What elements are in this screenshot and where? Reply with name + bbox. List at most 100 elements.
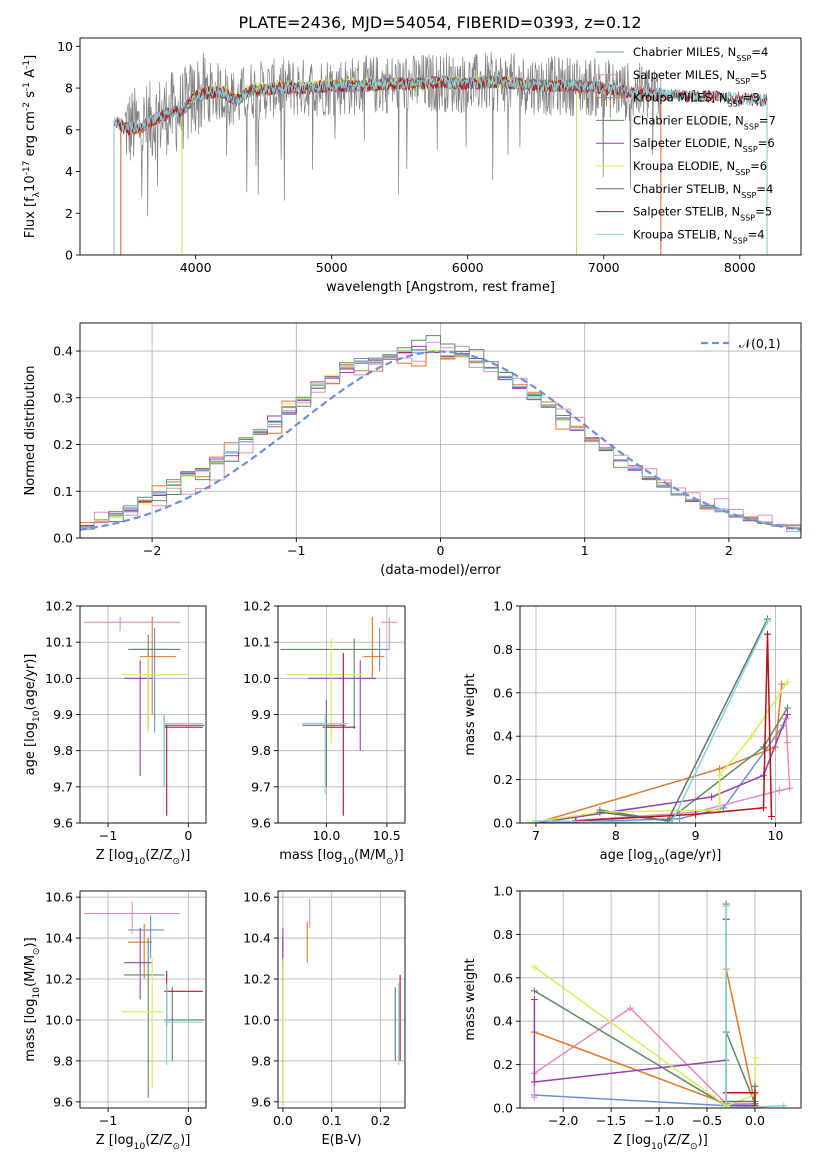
weight-marker bbox=[751, 1089, 759, 1097]
y-tick-label: 9.6 bbox=[251, 1094, 271, 1109]
weight-line bbox=[599, 707, 789, 822]
errorbar-point bbox=[280, 638, 378, 729]
y-tick-label: 10.0 bbox=[45, 671, 73, 686]
y-tick-label: 0 bbox=[65, 248, 73, 263]
y-tick-label: 4 bbox=[65, 164, 73, 179]
errorbar-point bbox=[121, 958, 165, 1088]
weight-marker bbox=[626, 1004, 634, 1012]
errorbar-point bbox=[164, 725, 203, 816]
panel-mass_vs_EBV: 0.0 0.1 0.2 9.6 9.8 10.0 10.2 10.4 10.6 E(B-V) bbox=[243, 890, 406, 1148]
errorbar-point bbox=[302, 714, 349, 795]
x-axis-label: wavelength [Angstrom, rest frame] bbox=[326, 280, 555, 295]
y-tick-label: 10.2 bbox=[243, 599, 271, 614]
plot-area-mass_vs_EBV bbox=[282, 899, 401, 1102]
y-tick-label: 10.2 bbox=[45, 972, 73, 987]
y-tick-label: 10.4 bbox=[243, 931, 271, 946]
weight-marker bbox=[751, 1102, 759, 1108]
x-tick-label: 0 bbox=[437, 543, 445, 558]
plot-area-age_vs_Z bbox=[84, 616, 205, 816]
y-tick-label: 10 bbox=[57, 39, 73, 54]
axes-frame bbox=[519, 605, 802, 824]
panel-weight_vs_Z: −2.0 −1.5 −1.0 −0.5 0.0 0.0 0.2 0.4 0.6 0.8 1.0 Z [… bbox=[463, 884, 802, 1152]
x-tick-label: 5000 bbox=[316, 260, 348, 275]
y-tick-label: 0.2 bbox=[53, 437, 73, 452]
plot-area-weight_vs_Z bbox=[530, 900, 788, 1108]
x-tick-label: −1.0 bbox=[644, 1113, 674, 1128]
y-tick-label: 0.4 bbox=[493, 729, 513, 744]
axes-overlay-weight_vs_age: 7 8 9 10 0.0 0.2 0.4 0.6 0.8 1.0 age [log10(age/yr… bbox=[463, 599, 802, 867]
y-tick-label: 10.0 bbox=[243, 1012, 271, 1027]
axes-frame bbox=[79, 890, 207, 1109]
plot-area-mass_vs_Z bbox=[84, 901, 205, 1098]
errorbar-point bbox=[362, 616, 385, 679]
weight-marker bbox=[751, 1054, 759, 1062]
errorbar-point bbox=[302, 700, 346, 787]
axes-frame bbox=[79, 37, 802, 256]
weight-marker bbox=[530, 963, 538, 971]
x-tick-label: 0.2 bbox=[371, 1113, 391, 1128]
errorbar-point bbox=[121, 656, 189, 733]
y-tick-label: 0.8 bbox=[493, 642, 513, 657]
y-tick-label: 0.3 bbox=[53, 390, 73, 405]
weight-marker bbox=[748, 732, 756, 740]
plot-area-residuals bbox=[80, 335, 801, 538]
y-tick-label: 1.0 bbox=[493, 599, 513, 614]
x-tick-label: 0 bbox=[184, 828, 192, 843]
weight-marker bbox=[783, 739, 791, 747]
y-tick-label: 9.6 bbox=[53, 1094, 73, 1109]
weight-marker bbox=[532, 817, 540, 823]
y-tick-label: 9.8 bbox=[53, 1053, 73, 1068]
x-axis-label: Z [log10(Z/Z⊙)] bbox=[96, 848, 191, 867]
weight-marker bbox=[775, 786, 783, 794]
y-tick-label: 0.6 bbox=[493, 970, 513, 985]
y-axis-label: Normed distribution bbox=[23, 366, 38, 496]
weight-marker bbox=[668, 819, 676, 823]
x-tick-label: 10.5 bbox=[373, 828, 401, 843]
axes-overlay-mass_vs_Z: −1 0 9.6 9.8 10.0 10.2 10.4 10.6 Z [log10(Z/Z⊙)]… bbox=[23, 890, 207, 1152]
weight-marker bbox=[722, 902, 730, 910]
axes-overlay-age_vs_Z: −1 0 9.6 9.7 9.8 9.9 10.0 10.1 10.2 Z [log10(Z/Z⊙… bbox=[23, 599, 207, 867]
weight-line bbox=[725, 906, 784, 1108]
weight-marker bbox=[783, 711, 791, 718]
x-tick-label: 10 bbox=[768, 828, 784, 843]
x-tick-label: 8000 bbox=[724, 260, 756, 275]
y-tick-label: 10.4 bbox=[45, 931, 73, 946]
weight-marker bbox=[524, 819, 532, 823]
y-tick-label: 9.7 bbox=[53, 779, 73, 794]
y-tick-label: 9.8 bbox=[251, 1053, 271, 1068]
axes-overlay-weight_vs_Z: −2.0 −1.5 −1.0 −0.5 0.0 0.0 0.2 0.4 0.6 0.8 1.0 Z [… bbox=[463, 884, 802, 1152]
errorbar-point bbox=[163, 714, 203, 787]
legend-entry: Chabrier ELODIE, NSSP=7 bbox=[633, 113, 776, 130]
x-tick-label: 0.1 bbox=[322, 1113, 342, 1128]
y-axis-label: Flux [fλ10-17 erg cm-2 s-1 A-1] bbox=[22, 55, 42, 238]
x-tick-label: 2 bbox=[725, 543, 733, 558]
errorbar-point bbox=[164, 983, 203, 1066]
x-axis-label: Z [log10(Z/Z⊙)] bbox=[96, 1133, 191, 1152]
y-tick-label: 10.1 bbox=[45, 635, 73, 650]
y-tick-label: 10.0 bbox=[45, 1012, 73, 1027]
axes-frame bbox=[277, 890, 406, 1109]
x-tick-label: 4000 bbox=[180, 260, 212, 275]
errorbar-point bbox=[380, 616, 398, 650]
weight-marker bbox=[664, 817, 672, 823]
weight-marker bbox=[759, 743, 767, 751]
y-tick-label: 9.6 bbox=[251, 816, 271, 831]
weight-marker bbox=[530, 987, 538, 995]
y-tick-label: 9.9 bbox=[251, 707, 271, 722]
panel-spectrum: 4000 5000 6000 7000 8000 0 2 4 6 8 10 wavelength [A… bbox=[22, 37, 802, 295]
weight-marker bbox=[530, 996, 538, 1003]
weight-marker bbox=[530, 1093, 538, 1101]
weight-marker bbox=[692, 810, 700, 818]
errorbar-point bbox=[124, 938, 165, 1098]
y-tick-label: 0.2 bbox=[493, 772, 513, 787]
weight-marker bbox=[716, 771, 724, 779]
y-tick-label: 1.0 bbox=[493, 884, 513, 899]
y-tick-label: 2 bbox=[65, 206, 73, 221]
y-tick-label: 0.0 bbox=[493, 1101, 513, 1116]
weight-marker bbox=[780, 1102, 788, 1108]
weight-marker bbox=[722, 1104, 730, 1108]
x-tick-label: −1 bbox=[287, 543, 305, 558]
weight-line bbox=[527, 681, 789, 823]
errorbar-point bbox=[124, 927, 153, 1000]
